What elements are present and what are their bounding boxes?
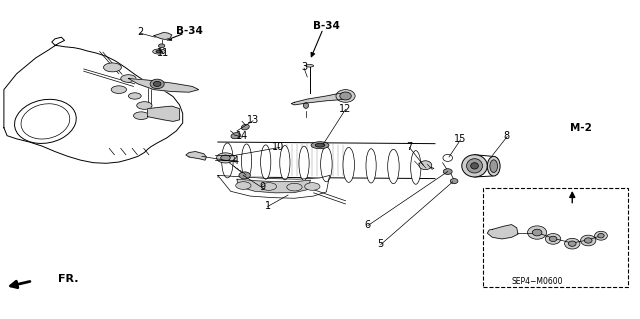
Ellipse shape xyxy=(280,145,290,180)
Polygon shape xyxy=(186,152,206,160)
Ellipse shape xyxy=(299,146,309,181)
Circle shape xyxy=(261,183,276,190)
Text: B-34: B-34 xyxy=(313,21,340,31)
Ellipse shape xyxy=(216,153,234,163)
Polygon shape xyxy=(218,175,330,198)
Text: 6: 6 xyxy=(365,219,371,230)
Ellipse shape xyxy=(241,124,249,130)
Ellipse shape xyxy=(580,235,596,246)
Ellipse shape xyxy=(239,172,250,179)
Ellipse shape xyxy=(221,155,230,161)
Text: 13: 13 xyxy=(247,115,259,125)
Text: M-2: M-2 xyxy=(570,123,591,133)
Ellipse shape xyxy=(598,234,604,238)
Ellipse shape xyxy=(21,104,70,139)
Ellipse shape xyxy=(231,133,241,139)
Text: 5: 5 xyxy=(378,239,384,249)
Polygon shape xyxy=(291,93,349,105)
Text: 1: 1 xyxy=(264,201,271,211)
Ellipse shape xyxy=(443,154,452,161)
Ellipse shape xyxy=(153,49,166,54)
Text: 7: 7 xyxy=(406,142,413,152)
Bar xyxy=(483,188,628,286)
Polygon shape xyxy=(4,37,182,163)
Text: 8: 8 xyxy=(504,131,509,141)
Ellipse shape xyxy=(568,241,576,246)
Text: 9: 9 xyxy=(259,182,266,192)
Text: 14: 14 xyxy=(236,131,248,141)
Circle shape xyxy=(287,183,302,191)
Ellipse shape xyxy=(388,149,399,184)
Polygon shape xyxy=(148,106,179,122)
Ellipse shape xyxy=(584,238,592,243)
Circle shape xyxy=(104,63,122,72)
Circle shape xyxy=(121,75,136,82)
Circle shape xyxy=(236,182,251,189)
Polygon shape xyxy=(129,78,198,92)
Ellipse shape xyxy=(564,238,580,249)
Ellipse shape xyxy=(321,147,332,182)
Ellipse shape xyxy=(260,145,271,179)
Ellipse shape xyxy=(467,159,483,173)
Ellipse shape xyxy=(487,156,500,176)
Ellipse shape xyxy=(444,169,452,174)
Polygon shape xyxy=(487,225,518,239)
Polygon shape xyxy=(218,142,435,179)
Ellipse shape xyxy=(150,79,164,89)
Ellipse shape xyxy=(419,161,432,170)
Ellipse shape xyxy=(303,103,308,108)
Circle shape xyxy=(129,93,141,99)
Ellipse shape xyxy=(340,92,351,100)
Ellipse shape xyxy=(545,234,561,244)
Ellipse shape xyxy=(154,81,161,86)
Ellipse shape xyxy=(462,155,487,177)
Text: 12: 12 xyxy=(339,104,352,114)
Circle shape xyxy=(137,102,152,109)
Ellipse shape xyxy=(343,147,355,182)
Text: 15: 15 xyxy=(454,134,467,144)
Text: 4: 4 xyxy=(233,156,239,166)
Ellipse shape xyxy=(221,143,233,178)
Circle shape xyxy=(305,183,320,190)
Ellipse shape xyxy=(159,44,165,48)
Text: SEP4−M0600: SEP4−M0600 xyxy=(511,277,563,286)
Text: 11: 11 xyxy=(157,48,170,58)
Ellipse shape xyxy=(15,99,76,144)
Text: 10: 10 xyxy=(273,142,285,152)
Ellipse shape xyxy=(336,90,355,102)
Ellipse shape xyxy=(490,160,497,173)
Ellipse shape xyxy=(156,50,163,53)
Ellipse shape xyxy=(595,231,607,240)
Ellipse shape xyxy=(470,163,478,169)
Ellipse shape xyxy=(411,151,421,184)
Text: FR.: FR. xyxy=(58,274,79,284)
Text: 2: 2 xyxy=(137,27,143,37)
Ellipse shape xyxy=(549,236,557,241)
Ellipse shape xyxy=(451,179,458,184)
Ellipse shape xyxy=(241,144,252,178)
Ellipse shape xyxy=(311,142,329,149)
Ellipse shape xyxy=(527,226,547,239)
Text: 3: 3 xyxy=(301,63,307,72)
Ellipse shape xyxy=(532,229,542,236)
Ellipse shape xyxy=(306,64,314,67)
Ellipse shape xyxy=(316,143,324,147)
Circle shape xyxy=(134,112,149,120)
Ellipse shape xyxy=(366,149,376,183)
Polygon shape xyxy=(237,179,310,193)
Polygon shape xyxy=(154,33,172,40)
Circle shape xyxy=(111,86,127,93)
Text: B-34: B-34 xyxy=(175,26,202,36)
